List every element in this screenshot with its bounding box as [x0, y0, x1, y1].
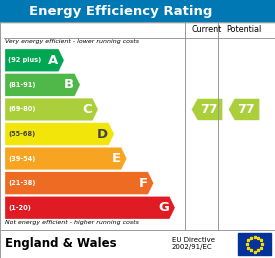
Polygon shape [5, 123, 114, 145]
Polygon shape [229, 99, 260, 120]
Text: A: A [48, 54, 58, 67]
Text: (1-20): (1-20) [8, 205, 31, 211]
Text: (92 plus): (92 plus) [8, 57, 41, 63]
Bar [0, 0, 275, 22]
Text: Energy Efficiency Rating: Energy Efficiency Rating [29, 4, 213, 18]
Text: (21-38): (21-38) [8, 180, 35, 186]
Text: Very energy efficient - lower running costs: Very energy efficient - lower running co… [5, 39, 139, 44]
Polygon shape [5, 147, 127, 170]
Polygon shape [5, 49, 64, 71]
Text: (81-91): (81-91) [8, 82, 35, 88]
Text: D: D [97, 127, 108, 141]
Text: E: E [112, 152, 121, 165]
Polygon shape [5, 74, 80, 96]
Text: (55-68): (55-68) [8, 131, 35, 137]
Text: G: G [158, 201, 169, 214]
Text: Current: Current [192, 26, 222, 35]
Text: 77: 77 [200, 103, 218, 116]
Bar [238, 233, 271, 255]
Text: England & Wales: England & Wales [5, 238, 117, 251]
Text: Not energy efficient - higher running costs: Not energy efficient - higher running co… [5, 220, 139, 225]
Polygon shape [5, 98, 98, 121]
Text: (39-54): (39-54) [8, 156, 35, 162]
Polygon shape [5, 196, 175, 219]
Polygon shape [191, 99, 222, 120]
Text: (69-80): (69-80) [8, 107, 35, 112]
Text: F: F [138, 177, 148, 190]
Text: Potential: Potential [226, 26, 262, 35]
Text: C: C [82, 103, 92, 116]
Text: B: B [64, 78, 74, 91]
Text: 77: 77 [237, 103, 255, 116]
Polygon shape [5, 172, 153, 195]
Text: EU Directive
2002/91/EC: EU Directive 2002/91/EC [172, 237, 215, 249]
